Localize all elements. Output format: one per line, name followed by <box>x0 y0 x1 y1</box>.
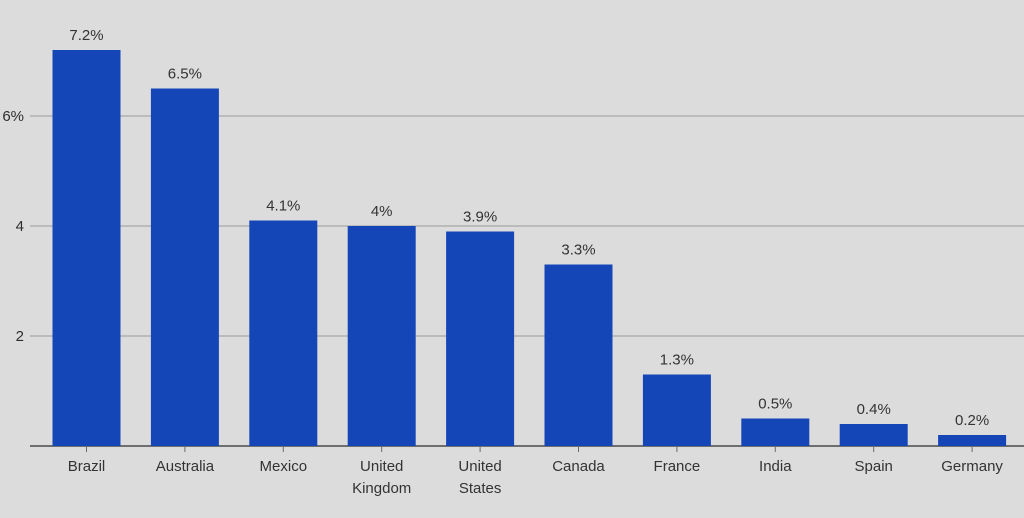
category-label-line: United <box>458 458 501 475</box>
category-label-line: Australia <box>156 458 215 475</box>
data-label: 0.5% <box>758 396 792 413</box>
category-label-line: Canada <box>552 458 605 475</box>
category-label: Brazil <box>68 458 106 475</box>
category-label-line: France <box>654 458 701 475</box>
data-label: 0.4% <box>857 401 891 418</box>
bars <box>52 50 1007 446</box>
bar <box>544 264 613 446</box>
data-label: 4% <box>371 203 393 220</box>
data-labels: 7.2% 6.5% 4.1% 4% 3.9% 3.3% 1.3% 0.5% 0.4% 0.2% <box>69 27 989 429</box>
data-label: 3.3% <box>561 242 595 259</box>
bar <box>938 435 1007 446</box>
bar <box>642 374 711 446</box>
data-label: 4.1% <box>266 198 300 215</box>
category-label: United Kingdom <box>352 458 411 497</box>
data-label: 6.5% <box>168 66 202 83</box>
bar <box>52 50 121 446</box>
category-label: Australia <box>156 458 215 475</box>
data-label: 1.3% <box>660 352 694 369</box>
x-axis-labels: Brazil Australia Mexico United KingdomUnited… <box>68 458 1004 497</box>
category-label: Canada <box>552 458 605 475</box>
category-label-line: Mexico <box>260 458 308 475</box>
bar <box>741 418 810 446</box>
bar <box>839 424 908 446</box>
y-tick-label: 2 <box>16 328 24 345</box>
bar <box>446 231 515 446</box>
category-label-line: Kingdom <box>352 480 411 497</box>
category-label: United States <box>458 458 501 497</box>
category-label-line: Germany <box>941 458 1003 475</box>
bar <box>249 220 318 446</box>
category-label-line: Spain <box>855 458 893 475</box>
y-tick-label: 4 <box>16 218 24 235</box>
category-label: India <box>759 458 792 475</box>
category-label-line: India <box>759 458 792 475</box>
y-tick-label: 6% <box>2 108 24 125</box>
data-label: 7.2% <box>69 27 103 44</box>
y-axis-ticks: 2 4 6% <box>2 108 24 345</box>
category-label-line: United <box>360 458 403 475</box>
data-label: 0.2% <box>955 412 989 429</box>
category-label: France <box>654 458 701 475</box>
category-label-line: States <box>459 480 502 497</box>
bar <box>150 88 219 446</box>
bar <box>347 226 416 446</box>
category-label: Spain <box>855 458 893 475</box>
category-label: Germany <box>941 458 1003 475</box>
data-label: 3.9% <box>463 209 497 226</box>
category-label-line: Brazil <box>68 458 106 475</box>
category-label: Mexico <box>260 458 308 475</box>
